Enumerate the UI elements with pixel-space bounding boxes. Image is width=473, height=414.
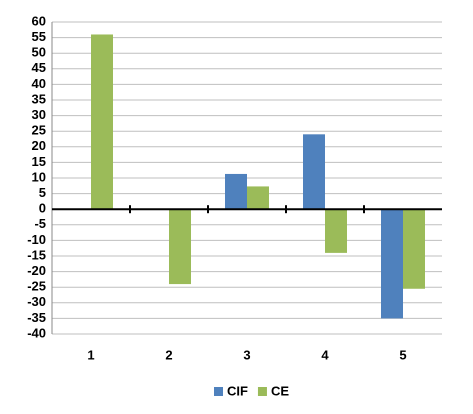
x-tick-label: 5 [399,347,406,362]
legend-label: CE [271,383,289,398]
y-tick-label: -30 [27,294,46,309]
x-tick-label: 3 [243,347,250,362]
bar [303,134,325,210]
y-tick-label: -15 [27,247,46,262]
bar [247,186,269,210]
y-tick-label: 35 [32,91,46,106]
bar [403,209,425,289]
y-tick-label: -20 [27,263,46,278]
y-tick-label: 25 [32,123,46,138]
y-tick-label: -35 [27,310,46,325]
y-tick-label: 45 [32,60,46,75]
x-tick-label: 2 [165,347,172,362]
y-tick-label: 55 [32,29,46,44]
y-tick-label: 40 [32,76,46,91]
legend-swatch [214,387,223,396]
y-tick-label: 20 [32,138,46,153]
y-tick-label: 30 [32,107,46,122]
y-tick-label: 50 [32,45,46,60]
legend-swatch [257,387,267,396]
bar [91,34,113,210]
y-tick-label: 5 [39,185,46,200]
y-tick-label: -10 [27,232,46,247]
bar [225,173,247,210]
y-tick-label: 0 [39,201,46,216]
x-tick-label: 4 [321,347,329,362]
x-tick-label: 1 [87,347,94,362]
bar [325,209,347,253]
y-tick-label: 15 [32,154,46,169]
y-tick-label: 10 [32,169,46,184]
bar [381,209,403,319]
bar [169,209,191,285]
y-tick-label: 60 [32,13,46,28]
legend-label: CIF [227,383,248,398]
y-tick-label: -5 [34,216,46,231]
y-tick-label: -25 [27,279,46,294]
y-tick-label: -40 [27,325,46,340]
